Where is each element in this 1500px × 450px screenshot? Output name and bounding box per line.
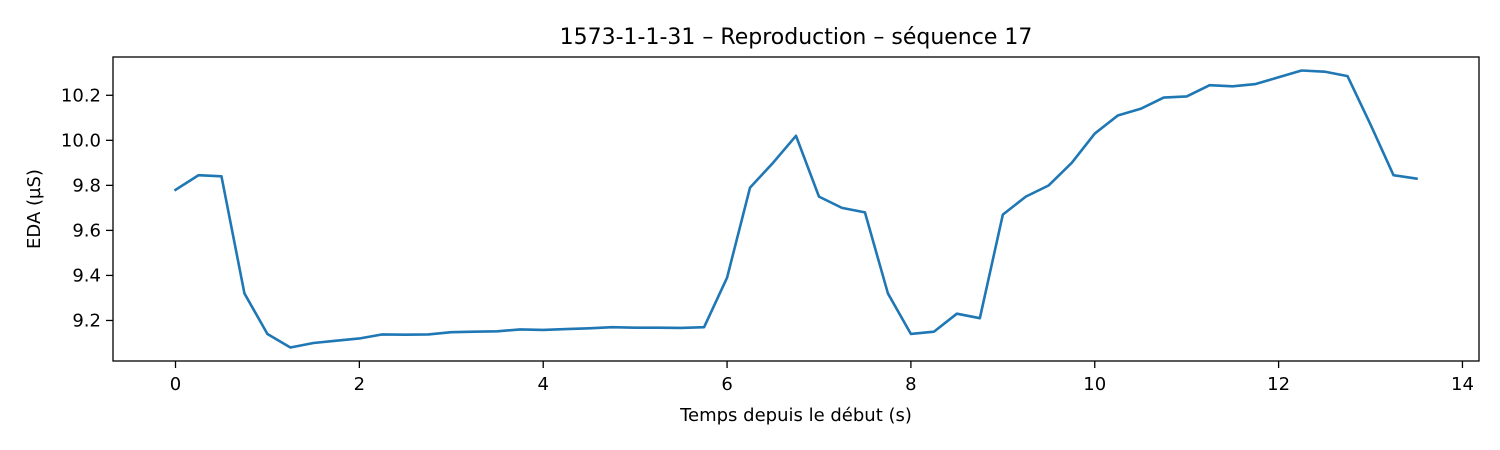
y-axis: 9.2 9.4 9.6 9.8 10.0 10.2 xyxy=(61,85,113,331)
x-tick-label: 2 xyxy=(354,374,365,395)
y-axis-label: EDA (µS) xyxy=(24,169,45,249)
x-tick-label: 0 xyxy=(170,374,181,395)
x-tick-label: 6 xyxy=(721,374,732,395)
series-line xyxy=(173,69,1418,349)
x-tick-label: 8 xyxy=(905,374,916,395)
x-tick-label: 12 xyxy=(1267,374,1290,395)
y-tick-label: 9.8 xyxy=(72,175,101,196)
plot-area xyxy=(173,69,1418,349)
y-tick-label: 10.0 xyxy=(61,130,101,151)
x-axis-label: Temps depuis le début (s) xyxy=(679,405,912,426)
y-tick-label: 9.2 xyxy=(72,310,101,331)
x-tick-label: 14 xyxy=(1451,374,1474,395)
x-axis: 0 2 4 6 8 10 12 14 xyxy=(170,361,1474,395)
x-tick-label: 10 xyxy=(1083,374,1106,395)
y-tick-label: 9.4 xyxy=(72,265,101,286)
x-tick-label: 4 xyxy=(537,374,548,395)
y-tick-label: 10.2 xyxy=(61,85,101,106)
chart-title: 1573-1-1-31 – Reproduction – séquence 17 xyxy=(560,25,1033,50)
axes-frame xyxy=(112,56,1480,362)
y-tick-label: 9.6 xyxy=(72,220,101,241)
